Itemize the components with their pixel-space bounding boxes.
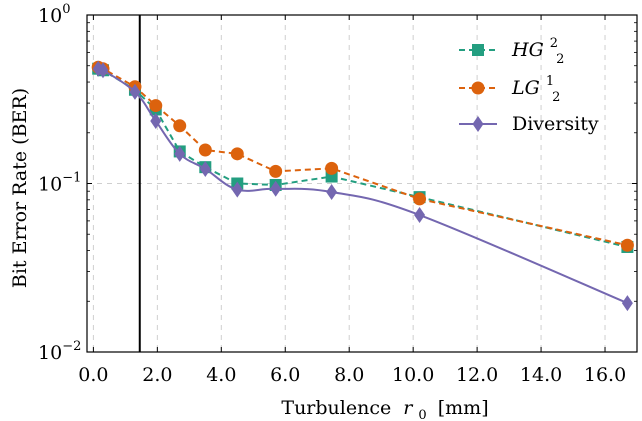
legend-marker xyxy=(472,44,484,56)
series-1 xyxy=(91,60,634,252)
x-tick-label: 16.0 xyxy=(584,364,626,386)
data-point xyxy=(620,238,634,252)
x-tick-label: 4.0 xyxy=(206,364,236,386)
data-point xyxy=(198,143,212,157)
data-point xyxy=(97,62,109,79)
legend-marker xyxy=(472,116,484,132)
x-tick-label: 10.0 xyxy=(392,364,434,386)
data-point xyxy=(149,99,163,113)
x-tick-label: 12.0 xyxy=(456,364,498,386)
y-axis-title: Bit Error Rate (BER) xyxy=(9,88,31,288)
series-layer xyxy=(91,60,634,312)
legend: HG 2 2 LG 1 2 Diversity xyxy=(459,30,599,135)
x-axis-title-text: Turbulence xyxy=(281,397,391,419)
data-point xyxy=(173,119,187,133)
data-point xyxy=(326,184,338,201)
x-axis-title-subscript: 0 xyxy=(418,408,426,421)
series-line xyxy=(97,67,628,305)
data-point xyxy=(621,295,633,312)
y-tick-label: 100 xyxy=(38,2,70,27)
data-point xyxy=(199,160,211,177)
data-point xyxy=(269,164,283,178)
data-point xyxy=(231,181,243,198)
legend-marker xyxy=(471,81,485,95)
data-point xyxy=(230,147,244,161)
legend-label-hg: HG 2 2 xyxy=(511,30,564,67)
y-tick-label: 10−2 xyxy=(38,339,81,364)
y-tick-label: 10−1 xyxy=(38,171,81,196)
y-tick-labels: 100 10−1 10−2 xyxy=(38,2,81,364)
x-axis-title-symbol: r xyxy=(403,397,414,419)
x-tick-label: 0.0 xyxy=(78,364,108,386)
legend-label-lg: LG 1 2 xyxy=(511,68,560,105)
x-tick-label: 14.0 xyxy=(520,364,562,386)
plot-frame xyxy=(86,14,638,353)
x-tick-label: 8.0 xyxy=(334,364,364,386)
data-point xyxy=(414,207,426,224)
data-point xyxy=(150,112,162,129)
data-point xyxy=(174,145,186,162)
x-axis-title: Turbulence r 0 [mm] xyxy=(281,397,488,421)
x-axis-title-unit: [mm] xyxy=(438,397,489,419)
data-point xyxy=(270,180,282,197)
x-tick-labels: 0.0 2.0 4.0 6.0 8.0 10.0 12.0 14.0 16.0 xyxy=(78,364,626,386)
data-point xyxy=(325,161,339,175)
series-2 xyxy=(92,60,633,312)
data-point xyxy=(413,192,427,206)
legend-label-diversity: Diversity xyxy=(512,113,599,135)
data-point xyxy=(129,83,141,100)
x-tick-label: 6.0 xyxy=(270,364,300,386)
x-tick-label: 2.0 xyxy=(142,364,172,386)
